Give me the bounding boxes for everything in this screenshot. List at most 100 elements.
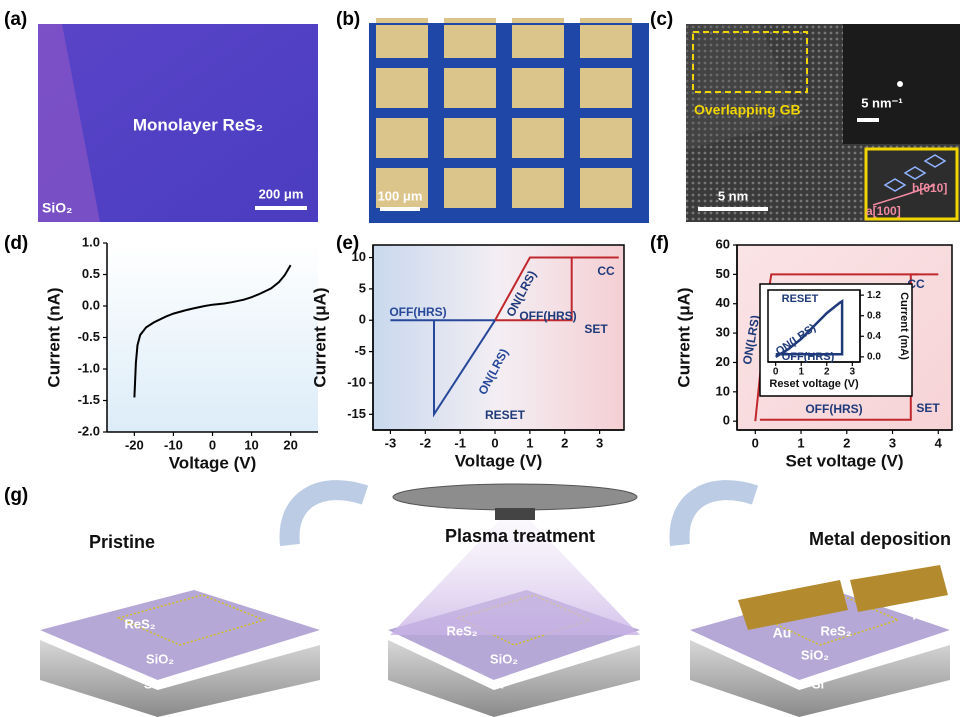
y-axis-label: Current (nA) <box>44 287 63 387</box>
y-tick-label: -1.0 <box>78 360 100 375</box>
scale-bar <box>380 207 420 211</box>
pad <box>444 168 496 208</box>
arrow <box>279 480 369 547</box>
plasma-cone <box>390 520 640 635</box>
y-tick-label: 0.0 <box>82 297 100 312</box>
y-axis-label: Current (μA) <box>310 287 329 387</box>
schematic-label: SiO₂ <box>146 651 174 666</box>
atom-inset <box>864 147 959 221</box>
panel-label: (f) <box>650 233 669 254</box>
schematic-label: ReS₂ <box>820 623 851 638</box>
data-line <box>775 299 844 358</box>
x-axis-label: Set voltage (V) <box>785 451 903 470</box>
x-tick-label: 0 <box>209 437 216 452</box>
schematic-label: Si <box>492 676 504 691</box>
substrate-label: SiO₂ <box>42 200 72 216</box>
y-tick-label: 0.0 <box>867 351 881 362</box>
plasma-nozzle <box>495 508 535 520</box>
y-tick-label: -10 <box>347 374 366 389</box>
chart: 0 1 2 3 0.0 0.4 0.8 1.2 Reset voltage (V) Current… <box>759 283 913 397</box>
y-tick-label: 0.5 <box>82 266 100 281</box>
pad <box>512 68 564 108</box>
x-tick-label: 1 <box>526 435 533 450</box>
schematic-label: Plasma treatment <box>445 526 595 546</box>
annotation: OFF(HRS) <box>389 305 446 319</box>
si-layer <box>388 640 640 717</box>
y-tick-label: 1.0 <box>82 234 100 249</box>
pad <box>580 168 632 208</box>
pad <box>444 118 496 158</box>
schematic-label: SiO₂ <box>801 647 829 662</box>
y-tick-label: 20 <box>716 354 730 369</box>
y-tick-label: 0.8 <box>867 310 881 321</box>
pad <box>376 168 428 208</box>
annotation: CC <box>597 264 615 278</box>
x-tick-label: 1 <box>797 435 804 450</box>
pad <box>512 168 564 208</box>
annotation: OFF(HRS) <box>805 402 862 416</box>
y-tick-label: 5 <box>359 280 366 295</box>
si-layer <box>40 640 320 717</box>
panel-labels: (a) (b) (c) (d) (e) (f) (g) <box>4 9 673 506</box>
y-tick-label: 0 <box>723 413 730 428</box>
annotation: RESET <box>485 408 526 422</box>
x-axis-label: Voltage (V) <box>455 451 543 470</box>
schematic-label: Si <box>144 676 156 691</box>
electrode-array <box>369 18 649 223</box>
x-tick-label: 0 <box>752 435 759 450</box>
oxide-top <box>40 590 320 680</box>
charts: -20 -10 0 10 20-2.0-1.5-1.0-0.50.00.51.0Volt… <box>44 234 953 472</box>
unit-cells <box>883 154 947 192</box>
y-tick-label: 10 <box>352 249 366 264</box>
x-tick-label: 2 <box>561 435 568 450</box>
y-tick-label: 10 <box>716 383 730 398</box>
schematic-label: Au <box>913 607 932 623</box>
scale-label: 200 μm <box>259 186 304 201</box>
annotation: OFF(HRS) <box>782 351 835 363</box>
panel-label: (e) <box>336 233 359 254</box>
data-line <box>390 319 496 418</box>
electrode <box>850 565 948 612</box>
x-tick-label: 4 <box>935 435 943 450</box>
scale-label: 100 μm <box>378 188 423 203</box>
chart: -20 -10 0 10 20 -2.0 -1.5 -1.0 -0.5 0.0 0.5 1.0 Volt… <box>44 234 318 472</box>
schematic-label: Au <box>773 625 792 641</box>
x-tick-label: -3 <box>385 435 397 450</box>
x-tick-label: 10 <box>244 437 258 452</box>
pad <box>580 68 632 108</box>
x-tick-label: -10 <box>164 437 183 452</box>
panel-label: (g) <box>4 485 28 506</box>
y-tick-label: -15 <box>347 406 366 421</box>
y-axis-label: Current (μA) <box>674 287 693 387</box>
schematic-label: Pristine <box>89 532 155 552</box>
x-tick-label: -2 <box>420 435 432 450</box>
pad <box>580 118 632 158</box>
pad <box>444 68 496 108</box>
y-tick-label: 40 <box>716 295 730 310</box>
y-tick-label: 50 <box>716 266 730 281</box>
annotation: OFF(HRS) <box>519 309 576 323</box>
schematic-label: Si <box>812 676 824 691</box>
y-tick-label: -5 <box>354 343 366 358</box>
annotation: SET <box>916 401 940 415</box>
x-tick-label: 2 <box>824 367 830 378</box>
plot-area <box>107 243 318 432</box>
scale-label: 5 nm <box>718 188 748 203</box>
schematic-label: SiO₂ <box>490 651 518 666</box>
gb-box <box>692 31 808 93</box>
scale-bar <box>255 206 307 210</box>
si-layer <box>690 640 950 717</box>
schematic-label: ReS₂ <box>446 623 477 638</box>
arrow <box>669 480 759 547</box>
y-tick-label: 30 <box>716 325 730 340</box>
scale-bar <box>698 207 768 211</box>
substrate-region <box>38 24 100 222</box>
x-tick-label: 3 <box>596 435 603 450</box>
panel-label: (c) <box>650 9 673 30</box>
x-axis-label: Voltage (V) <box>169 453 257 472</box>
res2-film <box>116 594 267 646</box>
material-label: Monolayer ReS₂ <box>133 115 263 134</box>
schematic <box>40 480 950 717</box>
